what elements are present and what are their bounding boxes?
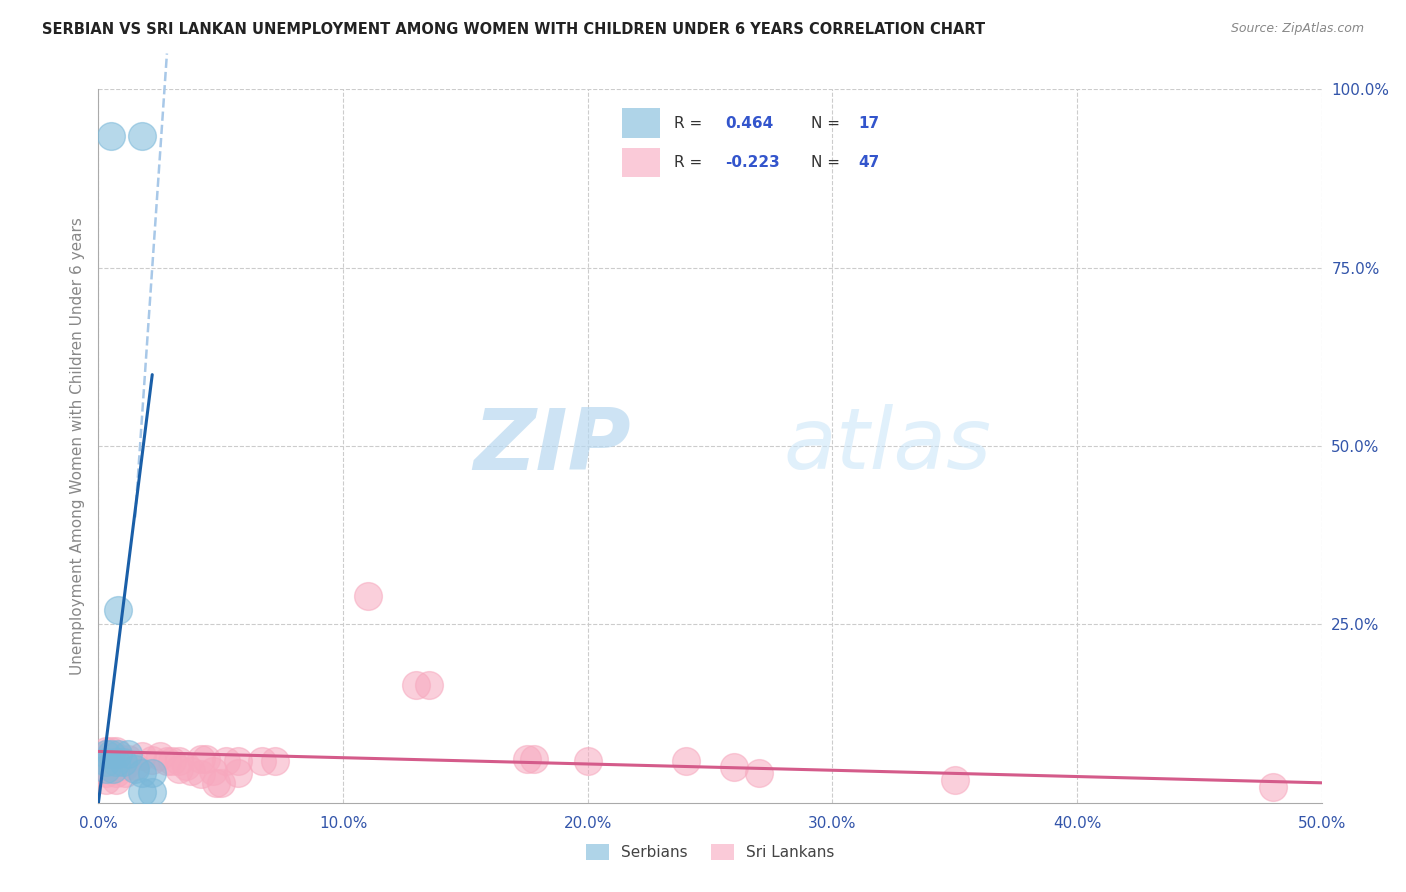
Point [167, 762, 190, 776]
Point [190, 751, 212, 765]
Point [94, 772, 117, 787]
Point [176, 758, 198, 772]
Text: -0.223: -0.223 [725, 155, 780, 169]
Point [111, 755, 134, 769]
Point [114, 758, 136, 772]
Text: N =: N = [811, 116, 845, 130]
Bar [623, 148, 661, 177]
Point [576, 755, 599, 769]
Point [110, 751, 132, 765]
Point [94, 751, 117, 765]
Point [104, 758, 127, 772]
Point [94, 758, 117, 772]
Text: N =: N = [811, 155, 845, 169]
Point [101, 751, 124, 765]
Point [252, 755, 274, 769]
Point [167, 755, 190, 769]
Point [675, 755, 697, 769]
Point [515, 751, 537, 765]
Point [104, 755, 127, 769]
Point [100, 744, 122, 758]
Point [160, 755, 183, 769]
Point [180, 764, 202, 778]
Point [190, 767, 212, 781]
Point [94, 755, 117, 769]
Point [104, 765, 127, 780]
Point [94, 744, 117, 758]
Point [141, 765, 163, 780]
Point [94, 765, 117, 780]
Point [94, 762, 117, 776]
Point [117, 751, 139, 765]
Text: SERBIAN VS SRI LANKAN UNEMPLOYMENT AMONG WOMEN WITH CHILDREN UNDER 6 YEARS CORRE: SERBIAN VS SRI LANKAN UNEMPLOYMENT AMONG… [42, 22, 986, 37]
Point [107, 747, 129, 762]
Text: 0.464: 0.464 [725, 116, 773, 130]
Point [117, 747, 139, 762]
Point [141, 785, 163, 799]
Point [94, 747, 117, 762]
Point [226, 765, 249, 780]
Point [100, 128, 122, 143]
Point [101, 762, 124, 776]
Point [149, 749, 172, 764]
Point [202, 764, 225, 778]
Point [141, 753, 163, 767]
Point [214, 755, 236, 769]
Point [418, 678, 440, 692]
Point [195, 751, 218, 765]
Point [114, 765, 136, 780]
Text: Source: ZipAtlas.com: Source: ZipAtlas.com [1230, 22, 1364, 36]
Point [205, 776, 228, 790]
Text: 47: 47 [859, 155, 880, 169]
Y-axis label: Unemployment Among Women with Children Under 6 years: Unemployment Among Women with Children U… [69, 217, 84, 675]
Point [263, 755, 285, 769]
Point [131, 749, 153, 764]
Point [131, 128, 153, 143]
Point [405, 678, 427, 692]
Text: R =: R = [673, 155, 707, 169]
Point [943, 772, 966, 787]
Point [748, 765, 770, 780]
Point [209, 776, 232, 790]
Text: atlas: atlas [783, 404, 991, 488]
Text: R =: R = [673, 116, 707, 130]
Point [226, 755, 249, 769]
Point [124, 762, 146, 776]
Point [131, 765, 153, 780]
Bar [623, 109, 661, 137]
Point [107, 603, 129, 617]
Point [100, 747, 122, 762]
Point [124, 758, 146, 772]
Legend: Serbians, Sri Lankans: Serbians, Sri Lankans [579, 838, 841, 866]
Point [156, 755, 179, 769]
Point [131, 785, 153, 799]
Text: 17: 17 [859, 116, 880, 130]
Point [104, 772, 127, 787]
Point [523, 751, 546, 765]
Point [723, 760, 745, 774]
Point [1261, 780, 1284, 794]
Point [356, 589, 378, 603]
Point [104, 744, 127, 758]
Text: ZIP: ZIP [472, 404, 630, 488]
